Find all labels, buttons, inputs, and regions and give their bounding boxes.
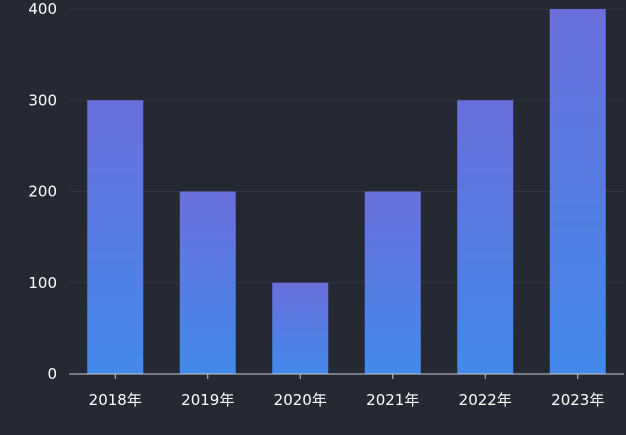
bar-2019年[interactable] [179,191,236,375]
y-tick-label: 0 [47,365,57,383]
y-tick-label: 100 [28,274,57,292]
x-tick-label: 2019年 [181,391,234,409]
bar-2023年[interactable] [549,9,606,374]
bar-2020年[interactable] [272,282,329,374]
x-tick-labels: 2018年 2019年 2020年 2021年 2022年 2023年 [89,391,605,409]
y-tick-label: 200 [28,183,57,201]
y-tick-label: 300 [28,91,57,109]
x-tick-label: 2022年 [459,391,512,409]
grid-lines [69,8,624,284]
x-tick-label: 2018年 [89,391,142,409]
x-tick-label: 2023年 [551,391,604,409]
bar-2021年[interactable] [364,191,421,375]
bars [87,9,606,374]
x-tick-label: 2021年 [366,391,419,409]
x-tick-label: 2020年 [274,391,327,409]
bar-2022年[interactable] [457,100,514,374]
y-tick-label: 400 [28,0,57,18]
bar-2018年[interactable] [87,100,144,374]
x-axis [69,373,624,379]
y-tick-labels: 0 100 200 300 400 [28,0,57,383]
